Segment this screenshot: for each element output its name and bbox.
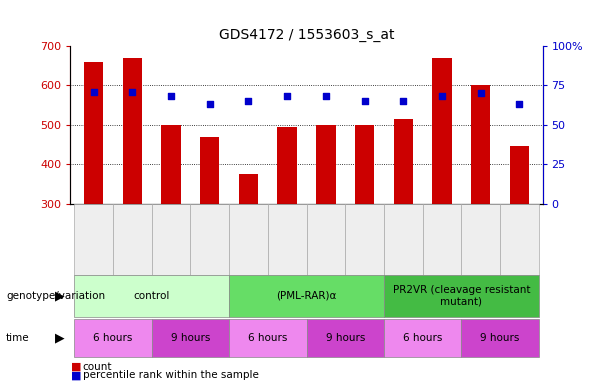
Text: 6 hours: 6 hours (403, 333, 442, 343)
Point (514, 101, 524, 108)
Text: (PML-RAR)α: (PML-RAR)α (276, 291, 337, 301)
Bar (509, 146, 529, 204)
Point (89, 89, 99, 95)
Bar (471, 86, 490, 204)
Point (321, 93, 331, 99)
Text: percentile rank within the sample: percentile rank within the sample (83, 370, 259, 380)
Text: ▶: ▶ (55, 331, 64, 344)
Text: 9 hours: 9 hours (480, 333, 520, 343)
Text: 6 hours: 6 hours (248, 333, 287, 343)
Point (282, 93, 292, 99)
Point (205, 101, 215, 108)
Bar (394, 119, 413, 204)
Text: ▶: ▶ (55, 289, 64, 302)
Point (437, 93, 447, 99)
Text: 9 hours: 9 hours (326, 333, 365, 343)
Point (243, 98, 253, 104)
Text: 6 hours: 6 hours (93, 333, 133, 343)
Text: count: count (83, 362, 112, 372)
Bar (239, 174, 258, 204)
Text: ■: ■ (70, 362, 81, 372)
Bar (355, 125, 374, 204)
Point (398, 98, 408, 104)
Bar (278, 127, 297, 204)
Bar (161, 125, 181, 204)
Title: GDS4172 / 1553603_s_at: GDS4172 / 1553603_s_at (219, 28, 394, 42)
Bar (84, 62, 104, 204)
Text: control: control (134, 291, 170, 301)
Point (360, 98, 370, 104)
Text: genotype/variation: genotype/variation (6, 291, 105, 301)
Text: PR2VR (cleavage resistant
mutant): PR2VR (cleavage resistant mutant) (392, 285, 530, 306)
Bar (123, 58, 142, 204)
Bar (316, 125, 335, 204)
Bar (200, 137, 219, 204)
Text: 9 hours: 9 hours (171, 333, 210, 343)
Bar (432, 58, 452, 204)
Text: ■: ■ (70, 370, 81, 380)
Point (128, 89, 137, 95)
Text: time: time (6, 333, 30, 343)
Point (166, 93, 176, 99)
Point (476, 90, 485, 96)
